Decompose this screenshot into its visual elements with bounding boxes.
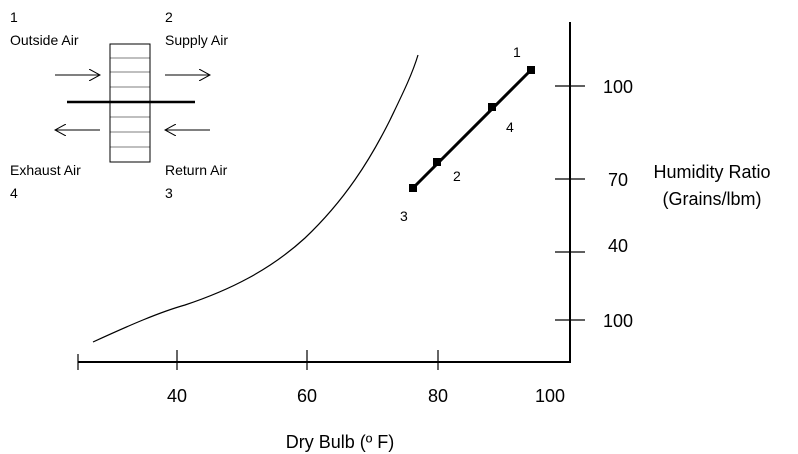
stream-name: Return Air <box>165 162 228 178</box>
stream-number: 4 <box>10 185 18 201</box>
y-tick-label: 40 <box>608 236 628 256</box>
y-tick-label: 70 <box>608 170 628 190</box>
y-tick-label: 100 <box>603 311 633 331</box>
x-tick-label: 40 <box>167 386 187 406</box>
point-label: 3 <box>400 208 408 224</box>
x-tick-label: 60 <box>297 386 317 406</box>
y-axis-label: (Grains/lbm) <box>662 189 761 209</box>
x-tick-label: 100 <box>535 386 565 406</box>
saturation-curve <box>92 54 419 343</box>
point-label: 1 <box>513 44 521 60</box>
stream-number: 3 <box>165 185 173 201</box>
y-tick-label: 100 <box>603 77 633 97</box>
process-line <box>409 66 535 192</box>
x-tick-label: 80 <box>428 386 448 406</box>
stream-name: Supply Air <box>165 32 228 48</box>
x-axis-label: Dry Bulb (º F) <box>286 432 395 452</box>
point-label: 2 <box>453 168 461 184</box>
stream-name: Outside Air <box>10 32 79 48</box>
stream-name: Exhaust Air <box>10 162 81 178</box>
stream-number: 1 <box>10 9 18 25</box>
stream-number: 2 <box>165 9 173 25</box>
y-axis-label: Humidity Ratio <box>653 162 770 182</box>
axes <box>77 22 585 370</box>
heat-wheel <box>55 43 210 163</box>
point-label: 4 <box>506 119 514 135</box>
